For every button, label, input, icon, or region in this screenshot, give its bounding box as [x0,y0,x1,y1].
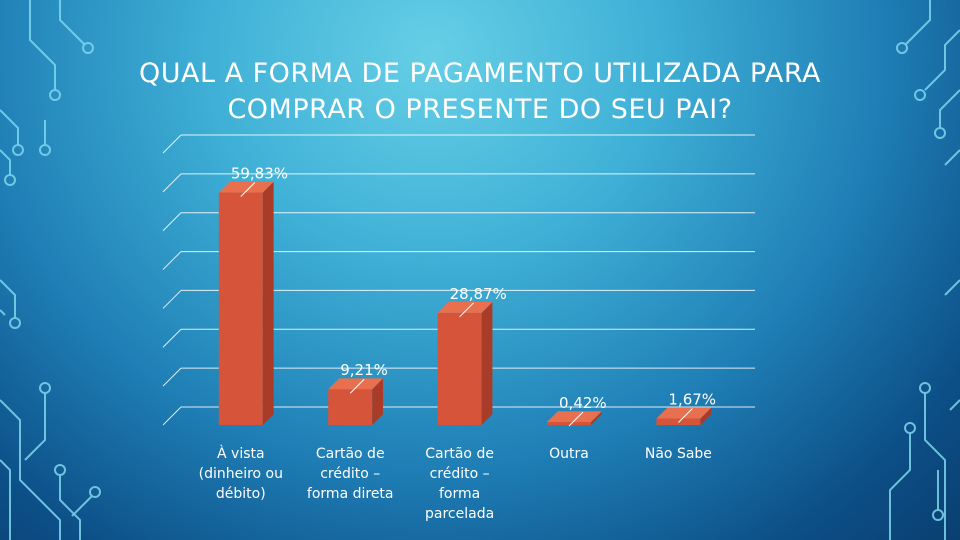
data-label: 9,21% [340,361,388,379]
x-tick-label-line: forma [438,486,481,502]
data-label: 59,83% [231,165,288,183]
circuit-line [29,0,56,90]
data-label-leader [349,378,365,394]
chart-title: QUAL A FORMA DE PAGAMENTO UTILIZADA PARA… [0,56,960,128]
bar [656,418,701,425]
data-label-leader [240,182,256,197]
x-tick-label-line: forma direta [306,486,394,502]
x-tick-label: Não Sabe [623,444,733,464]
gridline-side [162,290,182,309]
bar-top [218,181,274,193]
gridline-side [162,173,182,193]
bar [328,389,373,425]
x-tick-label: Outra [514,444,624,464]
data-label-leader [568,411,584,427]
title-line: COMPRAR O PRESENTE DO SEU PAI? [227,94,733,125]
x-tick-label: Cartão de crédito – forma parcelada [405,444,515,524]
x-tick-label-line: Não Sabe [644,446,712,462]
gridline-side [162,251,182,270]
bar-side [262,181,274,425]
bar [547,422,592,425]
gridline-side [162,367,182,387]
x-tick-label: Cartão de crédito – forma direta [295,444,405,504]
bar-side [372,378,384,425]
bar-top [328,378,384,390]
bar-top [656,407,712,419]
bar-top [547,411,602,422]
x-tick-label-line: crédito – [320,466,381,482]
bar-side [700,407,712,425]
circuit-line [59,0,86,46]
bar-side [481,302,493,425]
x-tick-label-line: débito) [215,486,266,502]
title-line: QUAL A FORMA DE PAGAMENTO UTILIZADA PARA [138,58,822,89]
gridline-side [162,212,182,232]
x-tick-label-line: À vista [217,446,265,462]
data-label-leader [459,302,474,318]
x-tick-label-line: crédito – [429,466,490,482]
x-tick-label-line: Outra [549,446,589,462]
bar [437,312,482,425]
bar-top [437,302,493,313]
x-tick-label-line: (dinheiro ou [198,466,283,482]
x-tick-label-line: Cartão de [425,446,494,462]
data-label-leader [678,408,693,423]
bar [218,192,263,425]
gridline-side [162,406,182,426]
x-tick-label-line: parcelada [425,506,495,522]
data-label: 0,42% [559,394,607,412]
x-tick-label-line: Cartão de [315,446,385,462]
data-label: 1,67% [668,391,716,409]
gridline-side [162,134,182,154]
x-tick-label: À vista (dinheiro ou débito) [186,444,296,504]
data-label: 28,87% [450,285,507,303]
bar-side [591,411,602,425]
gridline-side [162,328,182,348]
